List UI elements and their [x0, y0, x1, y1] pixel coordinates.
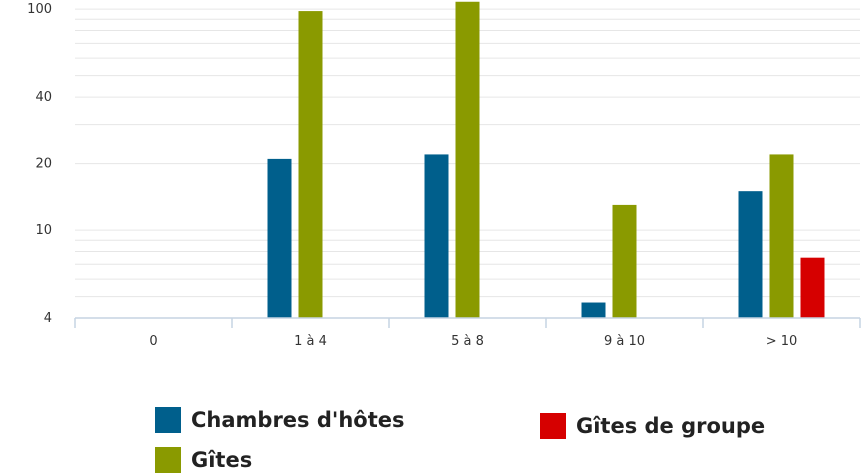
legend-swatch-gites	[155, 447, 181, 473]
legend: Chambres d'hôtes Gîtes de groupe Gîtes	[155, 405, 835, 475]
legend-label-gites-de-groupe: Gîtes de groupe	[576, 414, 766, 438]
bar[interactable]	[612, 204, 637, 318]
bars	[267, 1, 825, 319]
y-tick-label: 100	[27, 2, 52, 17]
y-tick-label: 4	[44, 311, 52, 326]
y-tick-label: 20	[35, 157, 52, 172]
bar[interactable]	[267, 158, 292, 318]
bar[interactable]	[581, 302, 606, 318]
x-tick-label: 5 à 8	[451, 334, 484, 349]
legend-swatch-gites-de-groupe	[540, 413, 566, 439]
bar[interactable]	[455, 1, 480, 319]
bar[interactable]	[298, 11, 323, 319]
bar[interactable]	[738, 191, 763, 318]
bar[interactable]	[800, 257, 825, 318]
x-tick-label: 9 à 10	[604, 334, 645, 349]
x-tick-labels: 0 1 à 4 5 à 8 9 à 10 > 10	[149, 334, 797, 349]
y-axis: 4 10 20 40 100	[27, 2, 52, 326]
x-axis	[74, 317, 861, 328]
bar[interactable]	[769, 154, 794, 318]
legend-label-gites: Gîtes	[191, 448, 253, 472]
y-tick-label: 40	[35, 90, 52, 105]
x-tick-label: 0	[149, 334, 157, 349]
chart: 4 10 20 40 100 0 1 à 4 5 à 8 9 à 10 > 10	[27, 1, 861, 349]
bar[interactable]	[424, 154, 449, 318]
legend-item-gites[interactable]: Gîtes	[155, 447, 252, 473]
x-tick-label: > 10	[766, 334, 798, 349]
legend-item-gites-de-groupe[interactable]: Gîtes de groupe	[540, 413, 765, 439]
legend-label-chambres: Chambres d'hôtes	[191, 408, 405, 432]
legend-item-chambres[interactable]: Chambres d'hôtes	[155, 407, 404, 433]
x-tick-label: 1 à 4	[294, 334, 327, 349]
legend-swatch-chambres	[155, 407, 181, 433]
y-tick-label: 10	[35, 223, 52, 238]
